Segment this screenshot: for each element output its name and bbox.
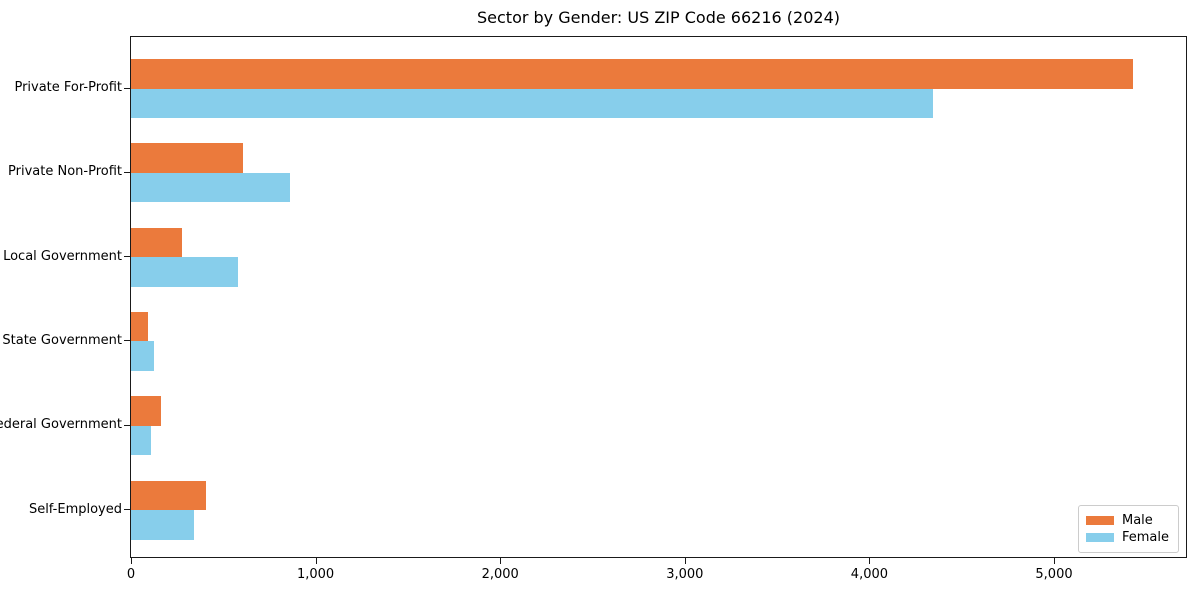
y-tick-mark (124, 509, 130, 510)
chart-title: Sector by Gender: US ZIP Code 66216 (202… (477, 8, 840, 27)
x-tick-mark (869, 558, 871, 564)
legend-label-male: Male (1121, 513, 1153, 528)
bar-male-self-employed (131, 480, 206, 510)
bar-male-federal-government (131, 396, 161, 426)
plot-area: Male Female (130, 36, 1187, 558)
bar-female-self-employed (131, 510, 194, 540)
y-tick-label-self-employed: Self-Employed (28, 501, 122, 517)
bar-female-state-government (131, 341, 154, 371)
y-tick-mark (124, 256, 130, 258)
bar-female-private-for-profit (131, 88, 934, 118)
bar-female-local-government (131, 257, 238, 287)
y-tick-label-local-government: Local Government (3, 248, 122, 264)
bar-female-private-non-profit (131, 172, 290, 203)
legend-swatch-male (1085, 516, 1114, 525)
legend-label-female: Female (1121, 530, 1169, 545)
x-tick-label-3-000: 3,000 (666, 567, 704, 582)
x-tick-mark (500, 558, 502, 564)
y-tick-mark (124, 340, 130, 342)
y-tick-label-private-non-profit: Private Non-Profit (8, 164, 122, 180)
y-tick-label-private-for-profit: Private For-Profit (14, 80, 122, 95)
legend: Male Female (1077, 505, 1179, 553)
x-tick-label-4-000: 4,000 (850, 567, 889, 582)
y-tick-mark (124, 171, 130, 173)
bar-female-federal-government (131, 425, 151, 456)
y-tick-mark (124, 87, 130, 89)
y-tick-label-federal-government: Federal Government (0, 417, 122, 433)
y-tick-label-state-government: State Government (2, 332, 122, 348)
x-tick-label-5-000: 5,000 (1035, 567, 1073, 582)
x-tick-label-2-000: 2,000 (481, 567, 519, 582)
x-tick-label-1-000: 1,000 (296, 567, 335, 582)
bar-male-private-non-profit (131, 143, 243, 173)
legend-item-female: Female (1085, 529, 1169, 546)
x-tick-mark (131, 558, 132, 564)
x-tick-mark (315, 558, 317, 564)
bar-male-state-government (131, 311, 148, 342)
y-tick-mark (124, 424, 130, 426)
x-tick-mark (1054, 558, 1055, 564)
x-tick-label-0: 0 (126, 567, 136, 582)
bar-male-private-for-profit (131, 59, 1134, 89)
bar-male-local-government (131, 227, 182, 258)
x-tick-mark (684, 558, 686, 564)
legend-item-male: Male (1085, 512, 1169, 529)
legend-swatch-female (1085, 533, 1114, 542)
